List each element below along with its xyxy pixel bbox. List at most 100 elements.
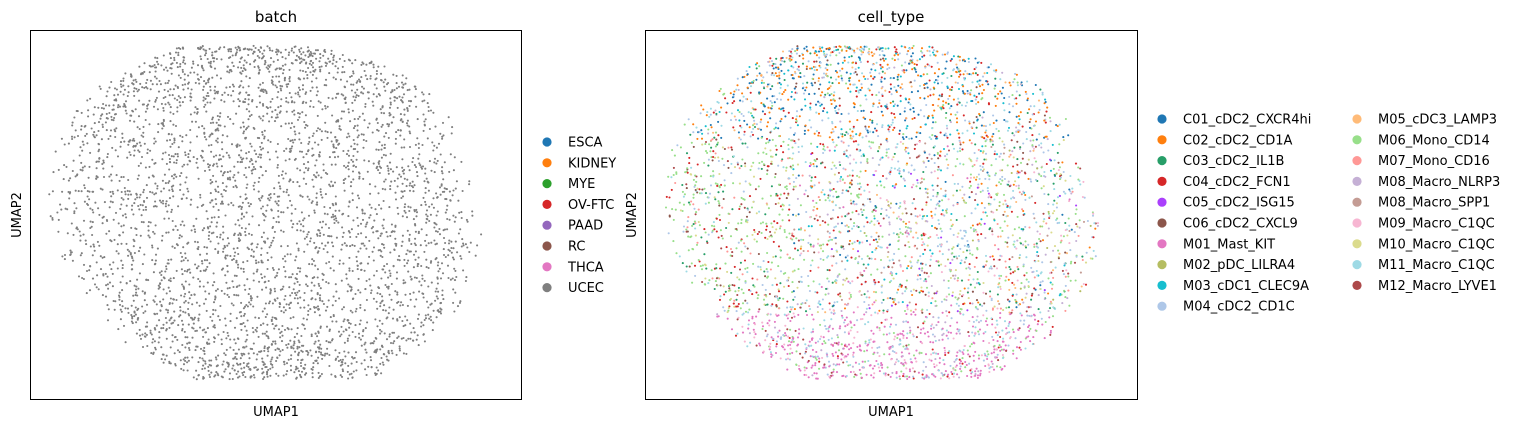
scatter-point	[375, 95, 378, 98]
scatter-point	[157, 341, 160, 344]
scatter-point	[80, 128, 83, 131]
scatter-point	[379, 72, 383, 75]
scatter-point	[169, 111, 172, 114]
scatter-point	[793, 269, 796, 272]
scatter-point	[991, 365, 994, 369]
scatter-point	[173, 139, 176, 142]
scatter-point	[252, 373, 255, 377]
scatter-point	[328, 235, 331, 238]
scatter-point	[95, 167, 98, 170]
scatter-point	[745, 70, 748, 73]
scatter-point	[955, 218, 958, 222]
scatter-point	[126, 248, 129, 251]
scatter-point	[813, 217, 816, 220]
scatter-point	[974, 98, 977, 101]
scatter-point	[91, 208, 94, 211]
scatter-point	[289, 301, 293, 304]
scatter-point	[1019, 111, 1022, 114]
scatter-point	[208, 292, 211, 295]
scatter-point	[464, 243, 467, 246]
scatter-point	[364, 368, 367, 371]
scatter-point	[321, 220, 325, 223]
scatter-point	[229, 320, 232, 323]
scatter-point	[158, 319, 161, 322]
scatter-point	[363, 244, 366, 247]
scatter-point	[213, 340, 216, 343]
scatter-point	[758, 210, 761, 213]
scatter-point	[387, 359, 390, 362]
scatter-point	[973, 286, 977, 289]
scatter-point	[245, 364, 248, 368]
scatter-point	[206, 57, 209, 61]
scatter-point	[1015, 301, 1018, 304]
scatter-point	[451, 256, 455, 259]
scatter-point	[361, 85, 364, 88]
scatter-point	[117, 252, 120, 255]
scatter-point	[419, 244, 422, 247]
scatter-point	[226, 264, 229, 267]
scatter-point	[285, 343, 288, 347]
scatter-point	[162, 96, 165, 100]
scatter-point	[240, 160, 244, 164]
scatter-point	[165, 265, 168, 268]
scatter-point	[215, 139, 218, 142]
scatter-point	[141, 86, 144, 89]
scatter-point	[329, 267, 332, 270]
scatter-point	[901, 136, 904, 139]
scatter-point	[857, 66, 860, 69]
scatter-point	[740, 222, 743, 225]
scatter-point	[674, 208, 677, 211]
scatter-point	[235, 362, 239, 365]
scatter-point	[144, 332, 147, 335]
scatter-point	[379, 305, 382, 308]
scatter-point	[912, 44, 915, 47]
scatter-point	[389, 341, 393, 345]
scatter-point	[427, 189, 430, 192]
scatter-point	[375, 300, 378, 303]
scatter-point	[212, 155, 215, 158]
scatter-point	[746, 266, 749, 269]
scatter-point	[365, 373, 368, 377]
scatter-point	[852, 200, 855, 203]
scatter-point	[142, 191, 145, 194]
scatter-point	[450, 132, 453, 135]
scatter-point	[269, 100, 272, 103]
scatter-point	[250, 297, 253, 300]
scatter-point	[1012, 81, 1015, 84]
scatter-point	[173, 246, 176, 250]
scatter-point	[297, 249, 300, 252]
scatter-point	[317, 308, 320, 311]
scatter-point	[710, 126, 713, 129]
scatter-point	[239, 310, 242, 314]
scatter-point	[1037, 111, 1040, 114]
scatter-point	[784, 324, 787, 327]
scatter-point	[803, 129, 806, 132]
scatter-point	[160, 239, 164, 242]
scatter-point	[957, 132, 960, 135]
scatter-point	[211, 54, 214, 57]
scatter-point	[148, 236, 151, 239]
scatter-point	[354, 310, 357, 313]
scatter-point	[172, 298, 175, 301]
scatter-point	[809, 108, 812, 111]
scatter-point	[184, 336, 187, 339]
scatter-point	[203, 367, 206, 370]
scatter-point	[312, 185, 315, 188]
scatter-point	[350, 74, 353, 78]
scatter-point	[261, 261, 264, 264]
scatter-point	[155, 324, 158, 327]
scatter-point	[905, 135, 908, 139]
scatter-point	[885, 103, 888, 106]
scatter-point	[305, 318, 309, 321]
scatter-point	[264, 170, 267, 173]
scatter-point	[289, 149, 292, 152]
scatter-point	[378, 165, 381, 168]
scatter-point	[290, 147, 293, 150]
scatter-point	[343, 242, 346, 245]
scatter-point	[368, 278, 371, 281]
scatter-point	[172, 277, 175, 280]
scatter-point	[270, 208, 273, 211]
scatter-point	[425, 300, 429, 303]
scatter-point	[189, 160, 192, 163]
scatter-point	[363, 359, 366, 362]
